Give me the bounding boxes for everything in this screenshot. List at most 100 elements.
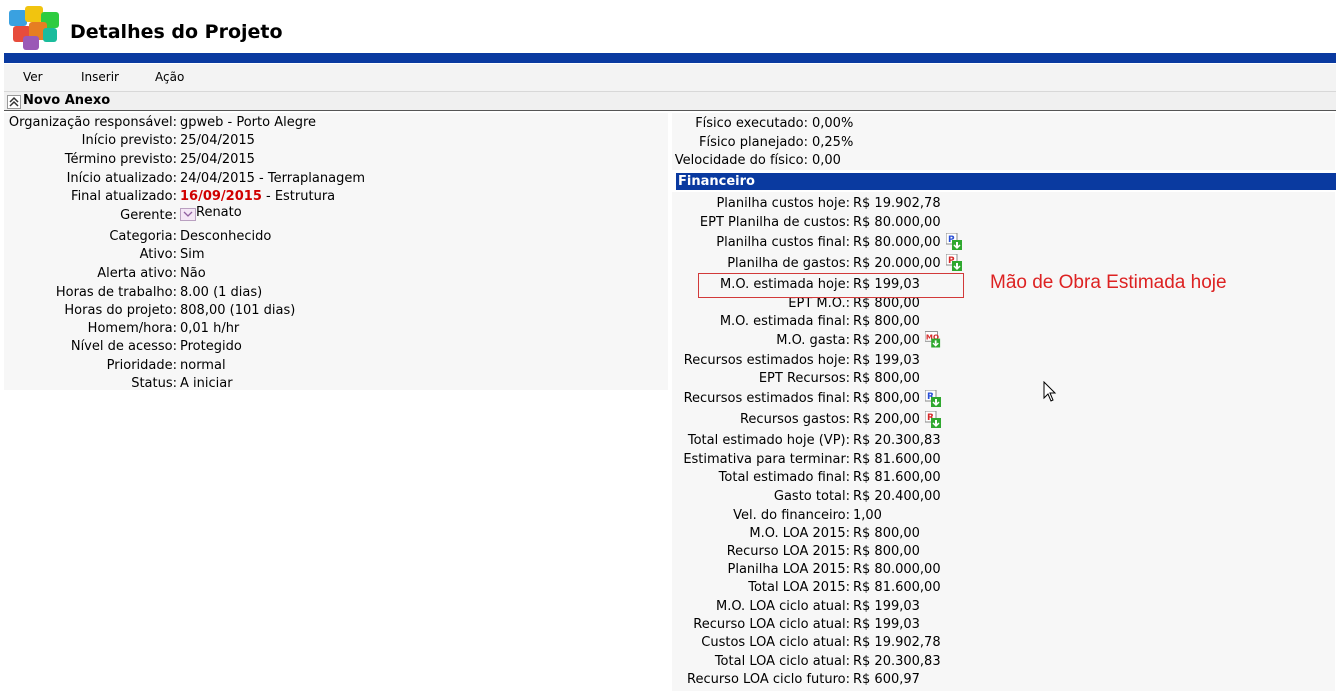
- field-value: Renato: [180, 205, 242, 225]
- project-info-panel: [4, 113, 668, 390]
- field-label: Prioridade:: [106, 358, 177, 373]
- field-label: Recursos estimados hoje:: [683, 353, 850, 368]
- recursos-estimados-final-icon[interactable]: R: [925, 390, 941, 407]
- field-value: R$ 81.600,00: [853, 452, 941, 467]
- physical-progress-panel: [672, 113, 1335, 170]
- annotation-highlight-box: [698, 273, 964, 298]
- field-label: Ativo:: [139, 247, 177, 262]
- field-value: 24/04/2015 - Terraplanagem: [180, 171, 365, 186]
- field-value: R$ 199,03: [853, 599, 920, 614]
- field-label: Recurso LOA 2015:: [726, 544, 850, 559]
- field-value: Protegido: [180, 339, 242, 354]
- field-label: Recurso LOA ciclo atual:: [693, 617, 850, 632]
- field-label: Planilha LOA 2015:: [727, 562, 851, 577]
- field-value: R$ 199,03: [853, 617, 920, 632]
- field-label: Status:: [131, 376, 177, 391]
- svg-text:R: R: [927, 413, 934, 423]
- field-label: Alerta ativo:: [97, 266, 177, 281]
- field-value: R$ 20.400,00: [853, 489, 941, 504]
- field-value: Desconhecido: [180, 229, 272, 244]
- field-label: Estimativa para terminar:: [683, 452, 850, 467]
- field-value: normal: [180, 358, 226, 373]
- field-value: Não: [180, 266, 206, 281]
- field-value: R$ 800,00: [853, 371, 920, 386]
- field-value: R$ 19.902,78: [853, 635, 941, 650]
- field-value-suffix: - Estrutura: [261, 189, 336, 204]
- field-value: 25/04/2015: [180, 152, 255, 167]
- field-label: EPT Planilha de custos:: [699, 215, 850, 230]
- field-label: Horas do projeto:: [64, 303, 177, 318]
- field-label: Planilha custos hoje:: [716, 196, 850, 211]
- novo-anexo-bar: Novo Anexo: [4, 92, 1336, 111]
- page-title: Detalhes do Projeto: [70, 21, 283, 43]
- field-value: 1,00: [853, 508, 882, 523]
- field-value: 8.00 (1 dias): [180, 285, 263, 300]
- field-label: M.O. estimada hoje:: [720, 277, 850, 292]
- mouse-cursor-icon: [1043, 381, 1057, 402]
- field-value: R$ 199,03: [853, 277, 920, 292]
- svg-text:MO: MO: [926, 333, 939, 342]
- field-value: R$ 600,97: [853, 672, 920, 687]
- field-label: M.O. LOA ciclo atual:: [716, 599, 850, 614]
- field-value: 0,01 h/hr: [180, 321, 240, 336]
- field-value: 808,00 (101 dias): [180, 303, 296, 318]
- puzzle-logo-icon: [9, 6, 59, 50]
- field-value: R$ 800,00: [853, 544, 920, 559]
- field-value: R$ 800,00: [853, 314, 920, 329]
- field-label: Total LOA 2015:: [748, 580, 850, 595]
- financeiro-header: Financeiro: [676, 173, 1336, 190]
- highlighted-date: 16/09/2015: [180, 189, 262, 204]
- field-value: R$ 200,00: [853, 412, 920, 427]
- menu-bar: Ver Inserir Ação: [4, 64, 1336, 92]
- field-value: R$ 800,00: [853, 391, 920, 406]
- field-label: Recursos gastos:: [739, 412, 850, 427]
- field-label: Horas de trabalho:: [55, 285, 177, 300]
- field-label: Organização responsável:: [8, 115, 177, 130]
- field-value: gpweb - Porto Alegre: [180, 115, 317, 130]
- field-value: Sim: [180, 247, 205, 262]
- field-label: M.O. LOA 2015:: [749, 526, 850, 541]
- field-label: M.O. estimada final:: [719, 314, 850, 329]
- svg-text:P: P: [948, 256, 955, 266]
- collapse-icon[interactable]: [7, 95, 21, 109]
- field-label: Gerente:: [120, 208, 177, 223]
- field-label: Nível de acesso:: [70, 339, 177, 354]
- mo-gasta-icon[interactable]: MO: [925, 331, 941, 348]
- recursos-gastos-icon[interactable]: R: [925, 411, 941, 428]
- field-value: R$ 80.000,00: [853, 235, 941, 250]
- planilha-custos-final-icon[interactable]: P: [946, 233, 962, 250]
- field-label: EPT Recursos:: [758, 371, 850, 386]
- menu-acao[interactable]: Ação: [155, 70, 185, 84]
- field-value: R$ 20.300,83: [853, 433, 941, 448]
- novo-anexo-label: Novo Anexo: [23, 93, 111, 108]
- field-value: R$ 800,00: [853, 526, 920, 541]
- field-value: R$ 81.600,00: [853, 470, 941, 485]
- field-label: Físico executado:: [695, 116, 808, 131]
- field-label: Planilha custos final:: [716, 235, 850, 250]
- field-value: R$ 199,03: [853, 353, 920, 368]
- svg-text:P: P: [948, 235, 955, 245]
- menu-inserir[interactable]: Inserir: [81, 70, 119, 84]
- svg-text:R: R: [927, 392, 934, 402]
- field-value: R$ 800,00: [853, 296, 920, 311]
- field-label: Recursos estimados final:: [683, 391, 850, 406]
- dropdown-chevron-icon[interactable]: [180, 208, 196, 221]
- field-label: Final atualizado:: [71, 189, 177, 204]
- field-label: Total estimado hoje (VP):: [687, 433, 850, 448]
- field-value: 0,00%: [812, 116, 854, 131]
- field-value: R$ 20.300,83: [853, 654, 941, 669]
- field-label: Gasto total:: [773, 489, 850, 504]
- field-label: Custos LOA ciclo atual:: [701, 635, 850, 650]
- field-label: Término previsto:: [64, 152, 177, 167]
- field-label: Planilha de gastos:: [727, 256, 850, 271]
- field-value: 0,00: [812, 153, 841, 168]
- planilha-gastos-icon[interactable]: P: [946, 254, 962, 271]
- field-label: Total LOA ciclo atual:: [714, 654, 850, 669]
- gerente-name[interactable]: Renato: [196, 205, 242, 220]
- field-label: Início atualizado:: [66, 171, 177, 186]
- field-value: R$ 19.902,78: [853, 196, 941, 211]
- field-value: 16/09/2015 - Estrutura: [180, 188, 335, 206]
- menu-ver[interactable]: Ver: [23, 70, 43, 84]
- field-value: 25/04/2015: [180, 133, 255, 148]
- field-label: Total estimado final:: [718, 470, 850, 485]
